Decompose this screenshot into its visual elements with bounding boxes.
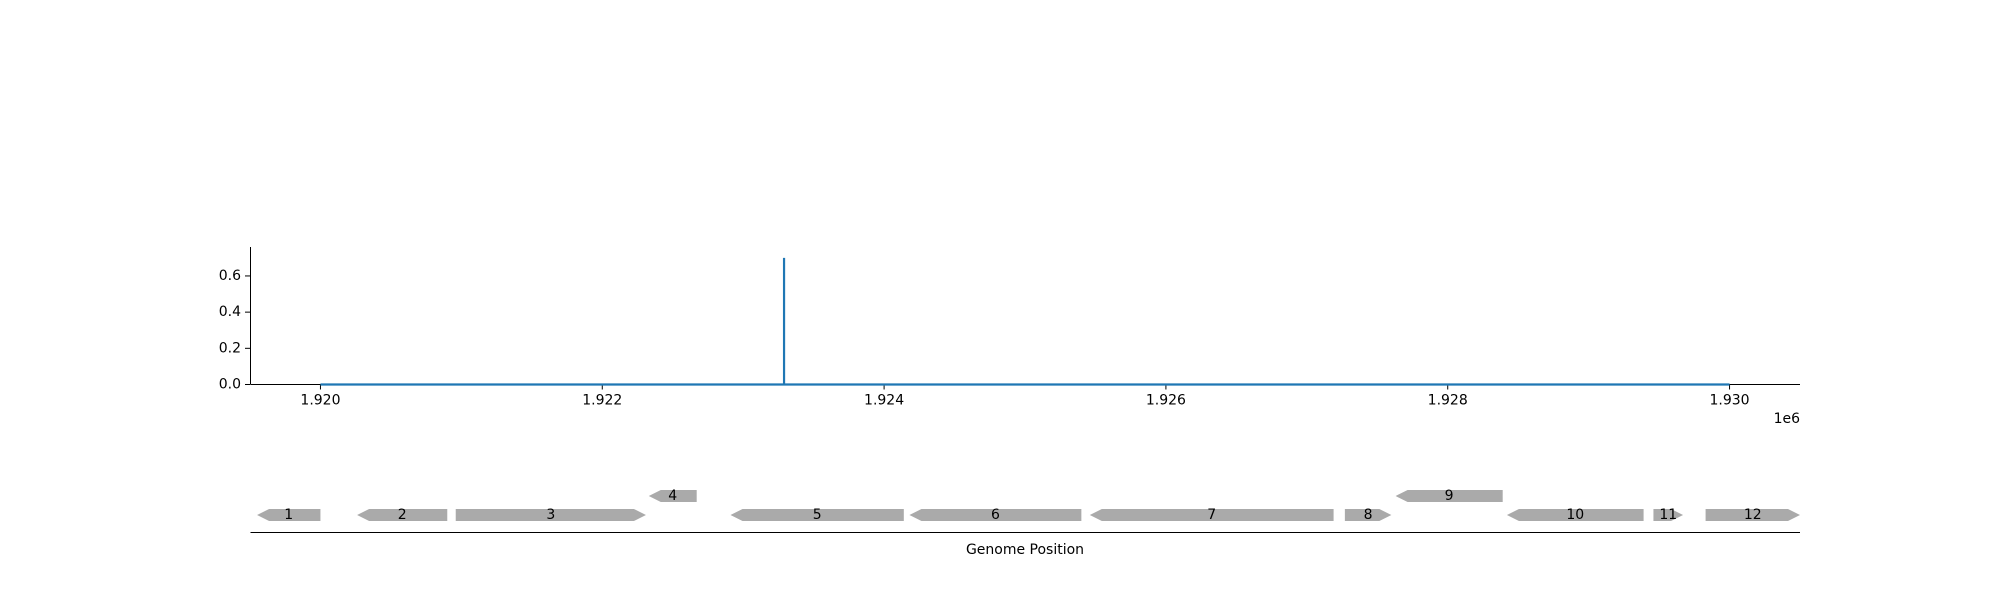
gene-label: 7 <box>1207 507 1216 523</box>
gene-arrow <box>1395 490 1503 502</box>
x-tick-label: 1.926 <box>1146 393 1186 409</box>
series-line <box>320 257 1730 386</box>
gene-label: 9 <box>1445 488 1454 504</box>
gene-label: 2 <box>398 507 407 523</box>
gene-label: 1 <box>284 507 293 523</box>
x-tick-label: 1.930 <box>1709 393 1749 409</box>
coverage-plot: 0.00.20.40.6 1.920 1.922 1.924 1.926 1.928 1.… <box>219 247 1800 427</box>
gene-arrow <box>357 509 448 521</box>
gene-label: 12 <box>1744 507 1762 523</box>
gene-arrow <box>730 509 904 521</box>
y-tick-label: 0.6 <box>219 268 241 284</box>
series-layer <box>320 257 1730 386</box>
gene-label: 8 <box>1364 507 1373 523</box>
y-tick-label: 0.4 <box>219 304 241 320</box>
gene-arrow <box>648 490 697 502</box>
x-tick-label: 1.920 <box>300 393 340 409</box>
y-tick-group: 0.0 0.2 0.4 0.6 <box>219 268 250 393</box>
gene-arrow <box>1089 509 1334 521</box>
gene-arrow <box>1705 509 1800 521</box>
gene-arrow <box>909 509 1082 521</box>
y-tick-label: 0.2 <box>219 340 241 356</box>
gene-label: 10 <box>1566 507 1584 523</box>
x-tick-label: 1.928 <box>1428 393 1468 409</box>
x-offset-label: 1e6 <box>1774 411 1801 427</box>
y-tick-label: 0.0 <box>219 377 241 393</box>
x-tick-group: 1.920 1.922 1.924 1.926 1.928 1.930 <box>300 384 1750 409</box>
x-tick-label: 1.924 <box>864 393 904 409</box>
gene-label: 3 <box>546 507 555 523</box>
x-tick-label: 1.922 <box>582 393 622 409</box>
gene-arrow <box>1506 509 1644 521</box>
gene-label: 6 <box>991 507 1000 523</box>
gene-arrow <box>455 509 646 521</box>
gene-arrow <box>257 509 321 521</box>
gene-arrow <box>1344 509 1392 521</box>
gene-label: 4 <box>668 488 677 504</box>
gene-arrow <box>1653 509 1684 521</box>
gene-label: 5 <box>813 507 822 523</box>
gene-track-x-axis-label: Genome Position <box>966 542 1084 558</box>
gene-label: 11 <box>1659 507 1677 523</box>
